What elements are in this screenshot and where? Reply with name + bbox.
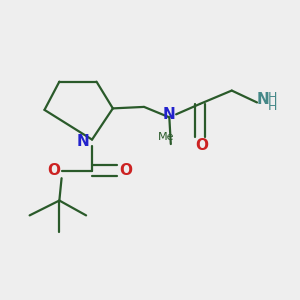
Text: H: H [268,91,277,103]
Text: N: N [256,92,269,107]
Text: O: O [120,163,133,178]
Text: Me: Me [158,132,175,142]
Text: N: N [77,134,89,148]
Text: O: O [195,138,208,153]
Text: N: N [163,107,176,122]
Text: H: H [268,100,277,113]
Text: O: O [47,163,61,178]
